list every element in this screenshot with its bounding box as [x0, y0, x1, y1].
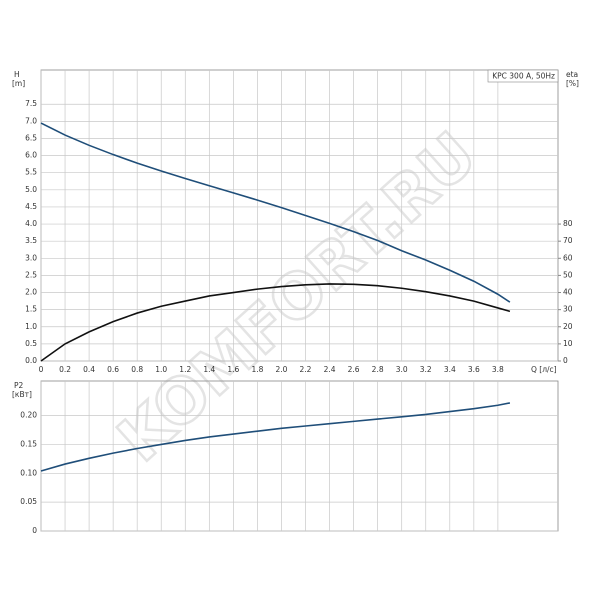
x-axis-label: Q [л/с]	[531, 365, 557, 374]
y2-tick-label: 0	[563, 356, 568, 365]
y-tick-label: 6.0	[25, 151, 37, 160]
y-tick-label: 2.0	[25, 288, 37, 297]
y-axis-unit: [m]	[12, 79, 25, 88]
y-tick-label: 7.0	[25, 116, 37, 125]
y-tick-label: 1.5	[25, 305, 37, 314]
curve	[40, 122, 511, 303]
x-tick-label: 2.6	[348, 365, 360, 374]
x-tick-label: 0.8	[131, 365, 143, 374]
y-axis-unit: [кВт]	[12, 390, 32, 399]
y2-tick-label: 60	[563, 253, 573, 262]
y-tick-label: 5.5	[25, 168, 37, 177]
x-tick-label: 2.4	[324, 365, 336, 374]
x-tick-label: 3.6	[468, 365, 480, 374]
x-tick-label: 1.2	[179, 365, 191, 374]
y-tick-label: 0.10	[20, 468, 37, 477]
x-tick-label: 3.2	[420, 365, 432, 374]
y2-tick-label: 10	[563, 339, 573, 348]
y-tick-label: 6.5	[25, 133, 37, 142]
y-tick-label: 0.5	[25, 339, 37, 348]
x-tick-label: 0.6	[107, 365, 119, 374]
y2-tick-label: 50	[563, 270, 573, 279]
y-tick-label: 7.5	[25, 99, 37, 108]
x-tick-label: 3.0	[396, 365, 408, 374]
x-tick-label: 1.6	[227, 365, 239, 374]
y-tick-label: 5.0	[25, 185, 37, 194]
y-tick-label: 0.15	[20, 439, 37, 448]
y-tick-label: 4.5	[25, 202, 37, 211]
y-tick-label: 3.0	[25, 253, 37, 262]
y2-tick-label: 70	[563, 236, 573, 245]
x-tick-label: 0	[39, 365, 44, 374]
x-tick-label: 1.4	[203, 365, 215, 374]
y-tick-label: 0.05	[20, 497, 37, 506]
x-tick-label: 1.8	[251, 365, 263, 374]
x-tick-label: 3.4	[444, 365, 456, 374]
y-tick-label: 3.5	[25, 236, 37, 245]
x-tick-label: 0.2	[59, 365, 71, 374]
curve	[40, 283, 511, 362]
y2-tick-label: 80	[563, 219, 573, 228]
y2-tick-label: 20	[563, 322, 573, 331]
plot-frame	[40, 380, 559, 532]
y-tick-label: 2.5	[25, 270, 37, 279]
x-tick-label: 2.8	[372, 365, 384, 374]
y2-tick-label: 40	[563, 288, 573, 297]
y-tick-label: 0.20	[20, 411, 37, 420]
y-tick-label: 0	[32, 526, 37, 535]
x-tick-label: 2.0	[275, 365, 287, 374]
y2-tick-label: 30	[563, 305, 573, 314]
y-axis-label: P2	[14, 381, 24, 390]
annotation-box	[487, 69, 559, 83]
x-tick-label: 1.0	[155, 365, 167, 374]
y2-axis-label: eta	[566, 70, 578, 79]
y2-axis-unit: [%]	[566, 79, 579, 88]
y-axis-label: H	[14, 70, 20, 79]
x-tick-label: 2.2	[300, 365, 312, 374]
x-tick-label: 3.8	[492, 365, 504, 374]
y-tick-label: 4.0	[25, 219, 37, 228]
x-tick-label: 0.4	[83, 365, 95, 374]
y-tick-label: 1.0	[25, 322, 37, 331]
annotation: KPC 300 A, 50Hz	[492, 72, 555, 81]
curve	[40, 402, 511, 472]
y-tick-label: 0.0	[25, 356, 37, 365]
